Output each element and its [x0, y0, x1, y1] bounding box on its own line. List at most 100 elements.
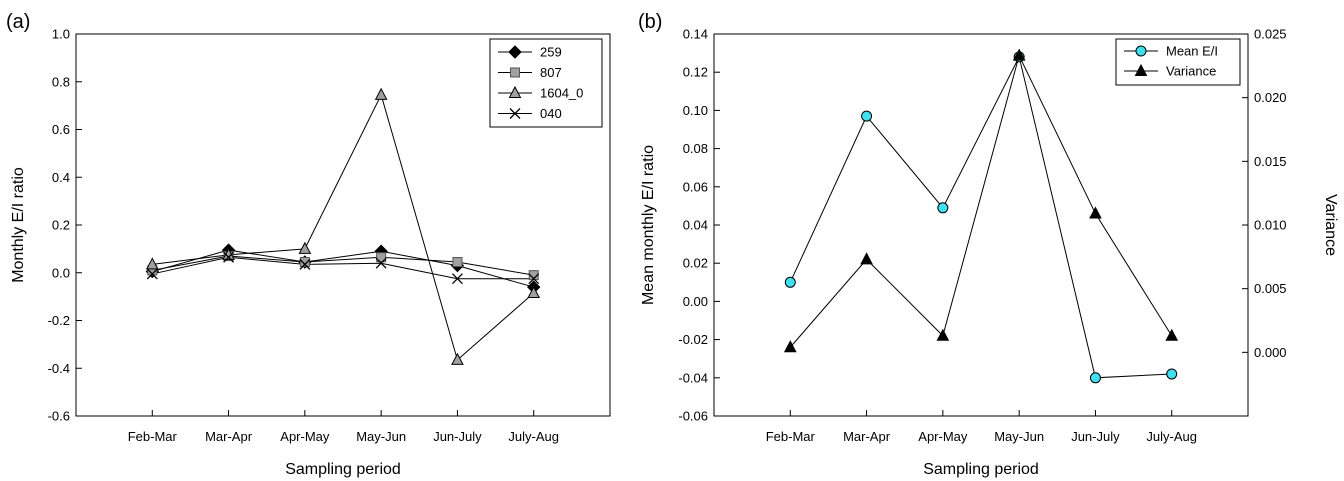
y-tick-label: 0.12 [683, 65, 708, 80]
y-tick-label: 0.08 [683, 141, 708, 156]
data-point [1012, 48, 1026, 61]
y-tick-label: -0.04 [678, 370, 708, 385]
series-line-807 [152, 255, 534, 276]
legend-marker [1134, 63, 1148, 76]
data-point [146, 268, 158, 280]
panel-a: (a) -0.6 -0.4 -0.2 0.0 0.2 0.4 0.6 0.8 1.0 Feb-M… [6, 11, 611, 478]
series-layer-b [783, 48, 1179, 384]
y-tick-label: 0.02 [683, 256, 708, 271]
data-point [784, 276, 796, 288]
x-tick-label: Feb-Mar [128, 429, 178, 444]
y-right-tick-label: 0.005 [1254, 281, 1287, 296]
x-tick-label: Apr-May [280, 429, 330, 444]
data-point [145, 257, 159, 270]
legend-marker [1135, 45, 1147, 57]
y-tick-label: -0.6 [48, 409, 70, 424]
data-point [936, 328, 950, 341]
data-point [1166, 368, 1178, 380]
legend-b: Mean E/I Variance [1115, 38, 1241, 86]
x-tick-label: July-Aug [508, 429, 559, 444]
x-axis-title-a: Sampling period [285, 461, 401, 478]
y-tick-label: -0.4 [48, 361, 70, 376]
panel-b: (b) -0.06 -0.04 -0.02 0.00 0.02 0.04 0.06 0.08 0… [638, 11, 1339, 478]
legend-label: Mean E/I [1166, 44, 1218, 59]
x-axis-ticks-b: Feb-Mar Mar-Apr Apr-May May-Jun Jun-July July… [766, 410, 1197, 444]
y-tick-label: 0.2 [52, 218, 70, 233]
y-tick-label: 0.4 [52, 170, 70, 185]
panel-b-label: (b) [638, 11, 662, 33]
y-tick-label: 0.04 [683, 218, 708, 233]
y-axis-ticks-b: -0.06 -0.04 -0.02 0.00 0.02 0.04 0.06 0.08 0.10 0… [678, 27, 720, 424]
data-point [860, 252, 873, 265]
series-line-variance [789, 54, 1173, 348]
y-tick-label: 0.00 [683, 294, 708, 309]
data-point [937, 202, 949, 214]
data-point [374, 87, 388, 100]
legend-marker [508, 85, 522, 98]
y-tick-label: 1.0 [52, 27, 70, 42]
series-line-mean-e-i [789, 55, 1172, 379]
y-right-tick-label: 0.000 [1254, 345, 1287, 360]
y-tick-label: 0.0 [52, 265, 70, 280]
x-axis-title-b: Sampling period [923, 461, 1039, 478]
data-point [223, 251, 235, 263]
y-right-tick-label: 0.020 [1254, 90, 1287, 105]
y-tick-label: -0.02 [678, 332, 708, 347]
data-point [375, 257, 387, 269]
legend-marker [508, 45, 522, 59]
y-tick-label: 0.8 [52, 74, 70, 89]
y-tick-label: 0.10 [683, 103, 708, 118]
data-point [528, 273, 540, 285]
data-point [1165, 328, 1179, 341]
data-point [299, 257, 310, 268]
data-point [1089, 206, 1102, 219]
legend-marker [510, 67, 520, 78]
x-axis-ticks-a: Feb-Mar Mar-Apr Apr-May May-Jun Jun-July July… [128, 410, 559, 444]
plot-frame-b [713, 33, 1249, 417]
data-point [1089, 372, 1101, 384]
data-point [783, 340, 797, 353]
x-tick-label: Mar-Apr [205, 429, 253, 444]
legend-marker [509, 108, 521, 119]
series-layer-a [145, 87, 541, 365]
x-tick-label: Apr-May [918, 429, 968, 444]
y-right-tick-label: 0.025 [1254, 27, 1287, 42]
y-axis-title-b: Mean monthly E/I ratio [640, 145, 657, 305]
x-tick-label: May-Jun [356, 429, 406, 444]
legend-box-b [1115, 38, 1241, 86]
x-tick-label: May-Jun [994, 429, 1044, 444]
legend-label: 1604_0 [540, 86, 583, 101]
data-point [527, 285, 541, 299]
data-point [298, 241, 312, 254]
panel-a-label: (a) [6, 11, 30, 33]
series-line-1604-0 [152, 93, 535, 361]
data-point [451, 352, 464, 365]
series-line-040 [152, 256, 534, 280]
legend-label: Variance [1166, 64, 1216, 79]
x-tick-label: Jun-July [433, 429, 482, 444]
y-axis-title-a: Monthly E/I ratio [10, 167, 27, 283]
y-tick-label: 0.6 [52, 122, 70, 137]
data-point [451, 273, 463, 285]
x-tick-label: Feb-Mar [766, 429, 816, 444]
x-tick-label: Mar-Apr [843, 429, 891, 444]
data-point [452, 257, 463, 268]
y-right-tick-label: 0.015 [1254, 154, 1287, 169]
data-point [861, 110, 873, 122]
legend-box-a [489, 38, 603, 128]
y-axis-ticks-a: -0.6 -0.4 -0.2 0.0 0.2 0.4 0.6 0.8 1.0 [48, 27, 82, 424]
y-axis-right-title-b: Variance [1322, 194, 1339, 256]
y-right-tick-label: 0.010 [1254, 218, 1287, 233]
data-point [299, 258, 311, 270]
legend-a: 259 807 1604_0 040 [489, 38, 603, 128]
y-tick-label: -0.2 [48, 313, 70, 328]
y-tick-label: 0.06 [683, 179, 708, 194]
legend-label: 259 [540, 45, 562, 60]
data-point [376, 252, 387, 263]
legend-label: 807 [540, 65, 562, 80]
y-tick-label: -0.06 [678, 409, 708, 424]
x-tick-label: Jun-July [1071, 429, 1120, 444]
x-tick-label: July-Aug [1146, 429, 1197, 444]
y-axis-right-ticks-b: 0.000 0.005 0.010 0.015 0.020 0.025 [1242, 27, 1287, 360]
series-line-259 [152, 249, 534, 288]
